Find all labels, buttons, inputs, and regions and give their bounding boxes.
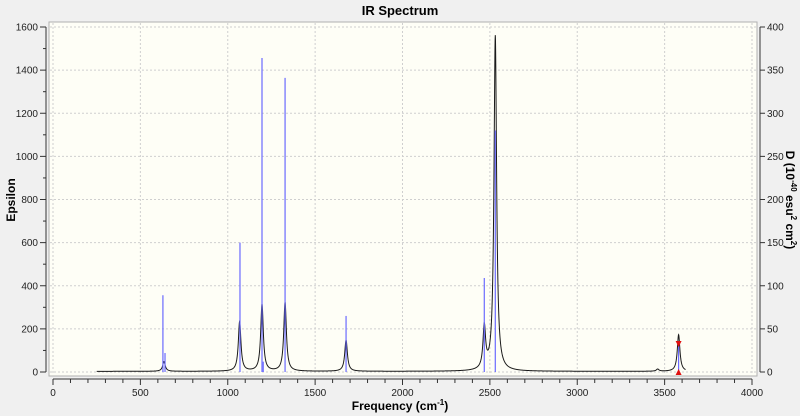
- y2-axis-label: D (10-40 esu2 cm2): [783, 151, 798, 250]
- y2-tick-label: 350: [767, 66, 784, 77]
- selected-peak-bottom-marker: [675, 369, 682, 375]
- x-tick-label: 1500: [304, 388, 327, 399]
- y2-tick-label: 250: [767, 152, 784, 163]
- y-tick-label: 1200: [16, 109, 39, 120]
- x-tick-label: 3500: [654, 388, 677, 399]
- y-axis-label: Epsilon: [4, 178, 18, 221]
- y-tick-label: 800: [21, 195, 38, 206]
- y2-tick-label: 200: [767, 195, 784, 206]
- grid: [50, 23, 756, 375]
- x-tick-label: 4000: [741, 388, 764, 399]
- y-tick-label: 1000: [16, 152, 39, 163]
- y2-tick-label: 50: [767, 324, 779, 335]
- selected-peak-top-marker: [675, 341, 682, 347]
- y2-tick-label: 0: [767, 368, 773, 379]
- y2-tick-label: 300: [767, 109, 784, 120]
- chart-title: IR Spectrum: [362, 3, 439, 18]
- y-tick-label: 400: [21, 281, 38, 292]
- x-tick-label: 3000: [566, 388, 589, 399]
- y2-tick-label: 100: [767, 281, 784, 292]
- x-axis-label: Frequency (cm-1): [352, 398, 448, 413]
- spectrum-curve: [96, 35, 686, 372]
- x-tick-label: 2000: [391, 388, 414, 399]
- y-tick-label: 200: [21, 324, 38, 335]
- y-tick-label: 600: [21, 238, 38, 249]
- sticks-group: [162, 58, 682, 375]
- y-tick-label: 1600: [16, 23, 39, 34]
- y2-tick-label: 400: [767, 23, 784, 34]
- y-tick-label: 1400: [16, 66, 39, 77]
- spectrum-curve-group: [96, 35, 686, 372]
- y-tick-label: 0: [32, 368, 38, 379]
- x-tick-label: 0: [50, 388, 56, 399]
- x-tick-label: 500: [132, 388, 149, 399]
- x-tick-label: 1000: [217, 388, 240, 399]
- axes: 0 500 1000 1500 2000 2500 3000 3500 400002004006…: [16, 23, 784, 400]
- x-tick-label: 2500: [479, 388, 502, 399]
- y2-tick-label: 150: [767, 238, 784, 249]
